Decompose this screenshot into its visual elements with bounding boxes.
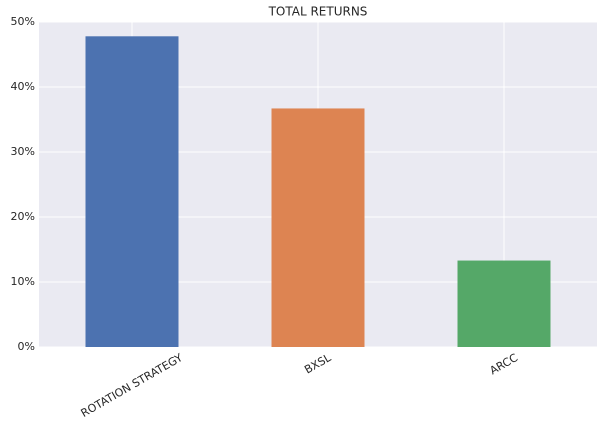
y-tick-label: 30% xyxy=(11,145,35,158)
y-tick-label: 40% xyxy=(11,80,35,93)
x-tick-label: BXSL xyxy=(302,351,334,377)
y-tick-label: 20% xyxy=(11,210,35,223)
y-tick-label: 0% xyxy=(18,340,35,353)
x-tick-label: ARCC xyxy=(488,351,521,377)
y-tick-label: 10% xyxy=(11,275,35,288)
bar xyxy=(85,36,179,348)
y-tick-label: 50% xyxy=(11,15,35,28)
bar xyxy=(271,108,365,347)
chart-title: TOTAL RETURNS xyxy=(268,5,368,19)
bar xyxy=(457,260,551,347)
x-tick-label: ROTATION STRATEGY xyxy=(79,351,185,420)
